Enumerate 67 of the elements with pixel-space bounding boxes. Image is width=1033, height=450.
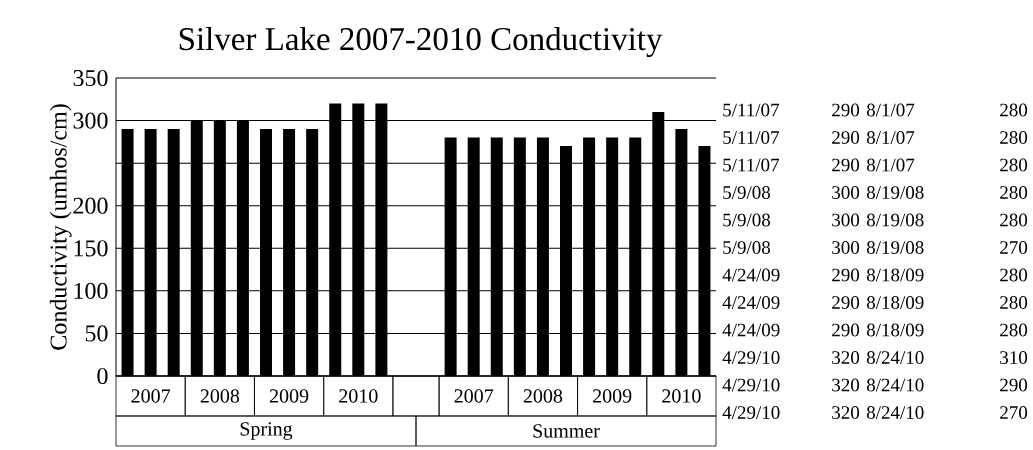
- text: 4/24/09: [722, 323, 780, 337]
- text: 280: [1000, 213, 1028, 227]
- text: 300: [832, 213, 860, 227]
- text: 310: [1000, 351, 1028, 364]
- y-tick-label: 350: [73, 69, 108, 87]
- text: 320: [832, 351, 860, 364]
- text: 8/24/10: [866, 378, 924, 392]
- text: 290: [1000, 378, 1028, 392]
- text: 8/1/07: [866, 131, 915, 144]
- y-tick-label: 50: [85, 325, 108, 342]
- text: 270: [1000, 406, 1028, 419]
- text: 8/18/09: [866, 323, 924, 337]
- text: 300: [832, 241, 860, 254]
- text: 4/29/10: [722, 406, 780, 419]
- text: 8/24/10: [866, 406, 924, 419]
- text: 290: [832, 103, 860, 117]
- y-tick-label: 100: [74, 282, 108, 299]
- text: 5/9/08: [723, 241, 771, 254]
- text: 300: [832, 186, 860, 199]
- x-tick-label: 2007: [454, 389, 494, 403]
- y-axis-title: Conductivity (umhos/cm): [49, 104, 72, 350]
- text: 4/24/09: [722, 268, 780, 282]
- text: 8/19/08: [866, 213, 924, 227]
- text: 280: [1000, 268, 1028, 282]
- text: 290: [832, 323, 860, 337]
- text: 8/1/07: [866, 158, 915, 172]
- x-tick-label: 2010: [662, 389, 701, 403]
- text: 5/9/08: [723, 213, 771, 227]
- text: 280: [1000, 186, 1028, 199]
- y-tick-label: 150: [74, 240, 108, 257]
- text: 280: [1000, 296, 1028, 309]
- text: Spring: [240, 422, 293, 440]
- text: 290: [832, 131, 860, 144]
- text: 290: [832, 268, 860, 282]
- chart-title: Silver Lake 2007-2010 Conductivity: [179, 26, 663, 57]
- text: 280: [1000, 103, 1028, 117]
- text: 8/24/10: [866, 351, 924, 364]
- text: 8/19/08: [866, 186, 924, 199]
- text: 4/29/10: [722, 351, 780, 364]
- x-tick-label: 2010: [339, 389, 378, 403]
- x-tick-label: 2008: [200, 389, 240, 403]
- text: 290: [832, 296, 860, 309]
- text: 270: [1000, 241, 1028, 254]
- text: 4/29/10: [722, 378, 780, 392]
- text: 8/18/09: [866, 296, 924, 309]
- text: 320: [832, 378, 860, 392]
- text: 5/11/07: [723, 131, 780, 144]
- y-tick-label: 200: [73, 197, 108, 214]
- x-tick-label: 2008: [523, 389, 563, 403]
- x-tick-label: 2009: [593, 389, 632, 403]
- x-tick-label: 2007: [131, 389, 171, 403]
- text: 5/9/08: [723, 186, 771, 199]
- text: Summer: [533, 424, 600, 438]
- text: 5/11/07: [723, 103, 780, 117]
- y-tick-label: 0: [97, 367, 108, 385]
- text: 8/19/08: [866, 241, 924, 254]
- x-tick-label: 2009: [269, 389, 309, 403]
- text: 280: [1000, 131, 1028, 144]
- text: 320: [832, 406, 860, 419]
- text: 290: [832, 158, 860, 172]
- text: 280: [1000, 323, 1028, 337]
- text: 4/24/09: [722, 296, 780, 309]
- text: 280: [1000, 158, 1028, 172]
- text: 8/18/09: [866, 268, 924, 282]
- text: 5/11/07: [723, 158, 780, 172]
- y-tick-label: 300: [73, 112, 108, 129]
- text: 8/1/07: [866, 103, 915, 117]
